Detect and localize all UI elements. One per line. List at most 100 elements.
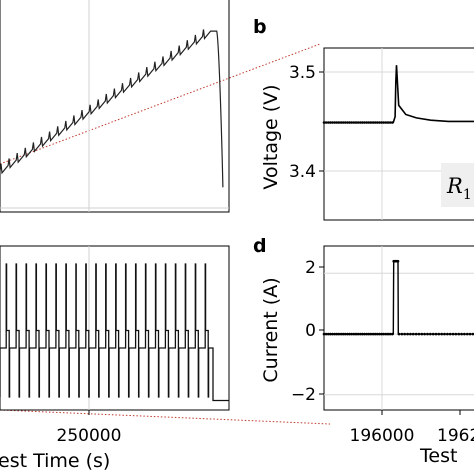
panel-d-marker	[341, 332, 345, 336]
panel-d-marker	[446, 332, 449, 336]
panel-b-marker	[348, 121, 351, 124]
panel-b-marker	[341, 121, 345, 124]
panel-b-marker	[359, 121, 362, 124]
panel-b-marker	[331, 121, 334, 124]
panel-c-xtick-label-250000: 250000	[57, 426, 122, 446]
panel-d-marker	[350, 332, 354, 336]
panel-d-markers	[322, 259, 474, 336]
panel-d-marker	[391, 332, 394, 336]
panel-c-current-overview: 250000 est Time (s)	[0, 245, 230, 472]
zoom-connector-bottom	[0, 409, 331, 425]
panel-d-marker	[354, 332, 358, 336]
panel-d-marker	[380, 332, 383, 336]
panel-b-voltage-line	[324, 65, 474, 124]
panel-b-marker	[391, 121, 394, 124]
panel-d-ytick-label-2: 2	[305, 258, 316, 278]
panel-b-marker	[384, 121, 388, 124]
panel-d-marker	[417, 332, 421, 336]
panel-b-marker	[361, 121, 364, 124]
panel-d-frame	[323, 245, 474, 411]
panel-d-marker	[327, 332, 330, 336]
panel-d-marker	[376, 332, 379, 336]
panel-d-marker	[406, 332, 409, 336]
panel-d-marker	[434, 332, 438, 336]
panel-d-marker	[409, 332, 412, 336]
panel-b-marker	[378, 121, 381, 124]
panel-d-marker	[333, 332, 337, 336]
panel-b-marker	[344, 121, 347, 124]
panel-b-marker	[350, 121, 354, 124]
panel-b-marker	[337, 121, 341, 124]
panel-d-marker	[371, 332, 375, 336]
panel-b-marker	[329, 121, 332, 124]
panel-b-marker	[380, 121, 383, 124]
panel-d-marker	[443, 332, 446, 336]
panel-d-marker	[331, 332, 334, 336]
panel-b-marker	[365, 121, 369, 124]
panel-b-marker	[356, 121, 360, 124]
panel-b-marker	[335, 121, 339, 124]
panel-b-marker	[388, 121, 392, 124]
panel-d-marker	[471, 332, 474, 336]
panel-a-voltage-line	[0, 29, 224, 188]
panel-b-marker	[324, 121, 328, 124]
panel-d-marker	[365, 332, 369, 336]
panel-c-frame	[0, 245, 230, 411]
panel-d-marker	[403, 332, 407, 336]
panel-a-grid	[0, 0, 229, 212]
panel-b-marker	[363, 121, 366, 124]
panel-d-marker	[335, 332, 339, 336]
panel-b-marker	[369, 121, 373, 124]
panel-b-marker	[382, 121, 386, 124]
panel-b-frame	[323, 47, 474, 221]
panel-b-marker	[367, 121, 371, 124]
panel-d-marker	[352, 332, 356, 336]
panel-d-xlabel: Test	[419, 445, 457, 467]
panel-d-marker	[396, 259, 400, 263]
panel-d-xtick-label-196000: 196000	[350, 426, 415, 446]
panel-d-marker	[378, 332, 381, 336]
panel-b-marker	[373, 121, 377, 124]
panel-b-marker	[376, 121, 379, 124]
panel-d-current-line	[324, 260, 474, 335]
panel-d-ytick-label-neg2: −2	[291, 385, 316, 405]
panel-d-marker	[460, 332, 463, 336]
panel-b-marker	[354, 121, 358, 124]
panel-d-marker	[346, 332, 349, 336]
panel-a-voltage-overview	[0, 0, 230, 213]
panel-d-marker	[411, 332, 415, 336]
panel-b-marker	[322, 121, 326, 124]
panel-d-marker	[369, 332, 373, 336]
panel-d-ylabel: Current (A)	[260, 277, 282, 382]
panel-d-marker	[431, 332, 435, 336]
r1-label-box	[441, 163, 474, 207]
panel-b-markers	[322, 121, 394, 124]
r1-label-main: R	[446, 174, 463, 198]
panel-d-marker	[384, 332, 388, 336]
panel-b-marker	[346, 121, 349, 124]
panel-d-marker	[414, 332, 418, 336]
panel-d-marker	[339, 332, 343, 336]
zoom-connector-top	[0, 43, 321, 165]
panel-d-marker	[367, 332, 371, 336]
panel-d-marker	[454, 332, 458, 336]
panel-d-marker	[457, 332, 461, 336]
panel-b-ytick-label-3.4: 3.4	[289, 162, 316, 182]
panel-d-marker	[448, 332, 452, 336]
panel-d-marker	[466, 332, 469, 336]
panel-b-marker	[352, 121, 356, 124]
panel-b-letter: b	[253, 16, 267, 38]
panel-d-marker	[344, 332, 347, 336]
panel-d-marker	[337, 332, 341, 336]
r1-label-subscript: 1	[463, 187, 472, 203]
panel-b-marker	[327, 121, 330, 124]
panel-d-marker	[322, 332, 326, 336]
panel-b-marker	[371, 121, 375, 124]
panel-b-marker	[339, 121, 343, 124]
panel-d-current-zoom: d 2 0 −2 Current (A) 196000 1962 Test	[253, 235, 474, 467]
panel-b-ytick-label-3.5: 3.5	[289, 63, 316, 83]
panel-d-letter: d	[253, 235, 267, 257]
panel-b-marker	[386, 121, 390, 124]
panel-d-marker	[426, 332, 429, 336]
